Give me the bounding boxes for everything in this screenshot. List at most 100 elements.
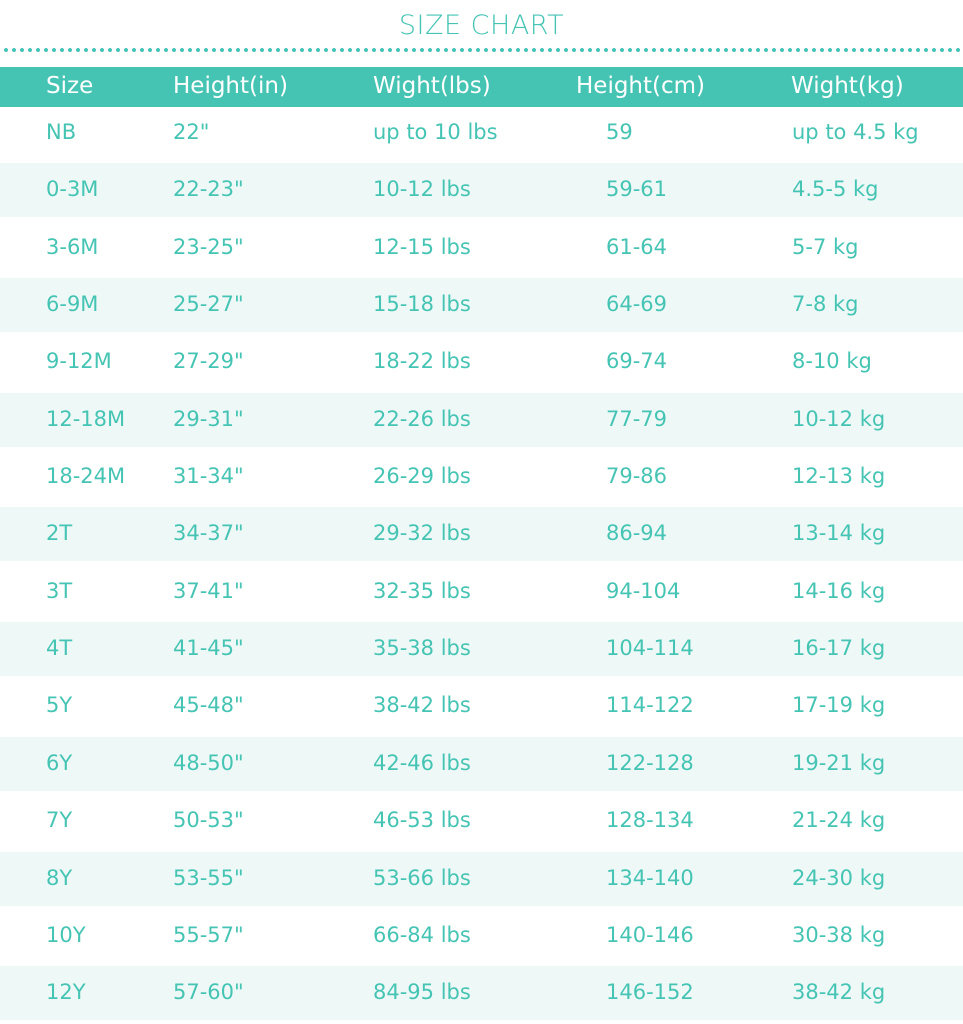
cell-size: 6Y <box>46 751 73 775</box>
cell-size: 18-24M <box>46 464 126 488</box>
cell-size: 6-9M <box>46 292 99 316</box>
cell-weight-lbs: 22-26 lbs <box>373 407 471 431</box>
table-row: 6Y 48-50" 42-46 lbs 122-128 19-21 kg <box>0 737 963 791</box>
cell-weight-lbs: 38-42 lbs <box>373 693 471 717</box>
cell-weight-lbs: 26-29 lbs <box>373 464 471 488</box>
cell-height-cm: 59-61 <box>606 177 668 201</box>
cell-weight-kg: 5-7 kg <box>792 235 859 259</box>
table-row: NB 22" up to 10 lbs 59 up to 4.5 kg <box>0 107 963 160</box>
cell-height-cm: 64-69 <box>606 292 668 316</box>
header-weight-lbs: Wight(lbs) <box>373 73 491 99</box>
cell-weight-lbs: 35-38 lbs <box>373 636 471 660</box>
cell-weight-lbs: 15-18 lbs <box>373 292 471 316</box>
cell-height-in: 25-27" <box>173 292 244 316</box>
cell-height-cm: 77-79 <box>606 407 668 431</box>
cell-weight-kg: 12-13 kg <box>792 464 886 488</box>
cell-weight-lbs: 18-22 lbs <box>373 349 471 373</box>
cell-size: 10Y <box>46 923 86 947</box>
cell-weight-kg: 14-16 kg <box>792 579 886 603</box>
cell-weight-lbs: 84-95 lbs <box>373 980 471 1004</box>
cell-weight-kg: 13-14 kg <box>792 521 886 545</box>
cell-height-cm: 104-114 <box>606 636 694 660</box>
header-size: Size <box>46 73 94 99</box>
page-title: SIZE CHART <box>398 10 565 41</box>
cell-weight-kg: 4.5-5 kg <box>792 177 879 201</box>
cell-size: 3T <box>46 579 73 603</box>
cell-height-in: 22-23" <box>173 177 244 201</box>
cell-height-cm: 94-104 <box>606 579 681 603</box>
header-height-cm: Height(cm) <box>576 73 706 99</box>
cell-weight-kg: 10-12 kg <box>792 407 886 431</box>
cell-height-in: 48-50" <box>173 751 244 775</box>
table-row: 10Y 55-57" 66-84 lbs 140-146 30-38 kg <box>0 906 963 966</box>
cell-height-cm: 61-64 <box>606 235 668 259</box>
cell-weight-lbs: 12-15 lbs <box>373 235 471 259</box>
cell-size: 0-3M <box>46 177 99 201</box>
cell-height-in: 41-45" <box>173 636 244 660</box>
cell-weight-kg: up to 4.5 kg <box>792 120 919 144</box>
cell-weight-kg: 30-38 kg <box>792 923 886 947</box>
cell-weight-lbs: 53-66 lbs <box>373 866 471 890</box>
cell-size: 4T <box>46 636 73 660</box>
cell-weight-lbs: 66-84 lbs <box>373 923 471 947</box>
cell-height-in: 27-29" <box>173 349 244 373</box>
cell-size: 8Y <box>46 866 73 890</box>
cell-height-cm: 134-140 <box>606 866 694 890</box>
cell-height-in: 53-55" <box>173 866 244 890</box>
cell-height-cm: 128-134 <box>606 808 694 832</box>
table-row: 18-24M 31-34" 26-29 lbs 79-86 12-13 kg <box>0 447 963 507</box>
table-row: 6-9M 25-27" 15-18 lbs 64-69 7-8 kg <box>0 278 963 332</box>
cell-height-cm: 122-128 <box>606 751 694 775</box>
cell-height-in: 45-48" <box>173 693 244 717</box>
table-row: 0-3M 22-23" 10-12 lbs 59-61 4.5-5 kg <box>0 163 963 217</box>
table-row: 12-18M 29-31" 22-26 lbs 77-79 10-12 kg <box>0 393 963 447</box>
cell-weight-kg: 7-8 kg <box>792 292 859 316</box>
cell-weight-lbs: 29-32 lbs <box>373 521 471 545</box>
cell-height-cm: 79-86 <box>606 464 668 488</box>
cell-height-in: 31-34" <box>173 464 244 488</box>
cell-height-cm: 140-146 <box>606 923 694 947</box>
cell-weight-kg: 8-10 kg <box>792 349 872 373</box>
cell-size: 12-18M <box>46 407 126 431</box>
cell-height-cm: 114-122 <box>606 693 694 717</box>
table-row: 12Y 57-60" 84-95 lbs 146-152 38-42 kg <box>0 966 963 1020</box>
header-height-in: Height(in) <box>173 73 288 99</box>
cell-weight-kg: 19-21 kg <box>792 751 886 775</box>
cell-weight-kg: 24-30 kg <box>792 866 886 890</box>
cell-height-cm: 69-74 <box>606 349 668 373</box>
table-row: 3T 37-41" 32-35 lbs 94-104 14-16 kg <box>0 562 963 622</box>
table-row: 9-12M 27-29" 18-22 lbs 69-74 8-10 kg <box>0 332 963 392</box>
table-row: 2T 34-37" 29-32 lbs 86-94 13-14 kg <box>0 507 963 561</box>
cell-height-cm: 59 <box>606 120 633 144</box>
cell-size: 12Y <box>46 980 86 1004</box>
table-row: 7Y 50-53" 46-53 lbs 128-134 21-24 kg <box>0 791 963 851</box>
cell-height-cm: 86-94 <box>606 521 668 545</box>
cell-height-in: 50-53" <box>173 808 244 832</box>
cell-height-in: 55-57" <box>173 923 244 947</box>
cell-weight-lbs: 46-53 lbs <box>373 808 471 832</box>
dotted-divider <box>2 48 963 52</box>
cell-height-in: 37-41" <box>173 579 244 603</box>
cell-size: 2T <box>46 521 73 545</box>
cell-weight-lbs: 42-46 lbs <box>373 751 471 775</box>
table-row: 8Y 53-55" 53-66 lbs 134-140 24-30 kg <box>0 852 963 906</box>
table-row: 4T 41-45" 35-38 lbs 104-114 16-17 kg <box>0 622 963 676</box>
cell-weight-kg: 17-19 kg <box>792 693 886 717</box>
cell-height-in: 57-60" <box>173 980 244 1004</box>
cell-height-cm: 146-152 <box>606 980 694 1004</box>
cell-size: 9-12M <box>46 349 112 373</box>
cell-weight-lbs: 32-35 lbs <box>373 579 471 603</box>
header-weight-kg: Wight(kg) <box>791 73 904 99</box>
cell-weight-lbs: 10-12 lbs <box>373 177 471 201</box>
table-header: Size Height(in) Wight(lbs) Height(cm) Wi… <box>0 67 963 107</box>
cell-size: 7Y <box>46 808 73 832</box>
cell-size: 5Y <box>46 693 73 717</box>
cell-height-in: 23-25" <box>173 235 244 259</box>
cell-height-in: 22" <box>173 120 210 144</box>
cell-weight-kg: 38-42 kg <box>792 980 886 1004</box>
cell-height-in: 34-37" <box>173 521 244 545</box>
cell-height-in: 29-31" <box>173 407 244 431</box>
cell-weight-kg: 21-24 kg <box>792 808 886 832</box>
cell-weight-lbs: up to 10 lbs <box>373 120 498 144</box>
cell-size: 3-6M <box>46 235 99 259</box>
